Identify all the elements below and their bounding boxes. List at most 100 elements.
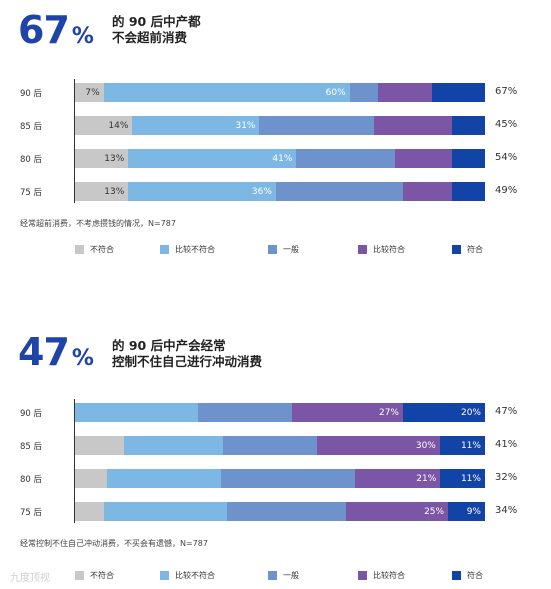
data-label: 30% — [415, 440, 436, 451]
legend-item: 比较不符合 — [160, 570, 215, 581]
data-label: 25% — [424, 506, 445, 517]
stacked-bar-row: 13% 36% — [75, 182, 485, 201]
legend-item: 比较不符合 — [160, 244, 215, 255]
headline-unit: % — [71, 346, 94, 371]
bar-segment: 13% — [75, 182, 129, 201]
data-label: 7% — [85, 87, 100, 98]
legend-label: 符合 — [467, 245, 483, 254]
headline-unit: % — [71, 24, 94, 49]
row-total-label: 47% — [495, 406, 518, 417]
data-label: 21% — [416, 473, 437, 484]
bar-segment: 9% — [448, 502, 485, 521]
data-label: 20% — [460, 407, 481, 418]
data-label: 27% — [378, 407, 399, 418]
stacked-bar-row: 13% 41% — [75, 149, 485, 168]
legend-item: 一般 — [268, 570, 299, 581]
legend-label: 符合 — [467, 571, 483, 580]
legend-swatch — [160, 245, 169, 254]
category-label: 75 后 — [20, 508, 43, 518]
row-total-label: 34% — [495, 505, 518, 516]
data-label: 11% — [460, 440, 481, 451]
row-total-label: 45% — [495, 119, 518, 130]
data-label: 60% — [325, 87, 346, 98]
stacked-bar-row: 30% 11% — [75, 436, 485, 455]
data-label: 9% — [466, 506, 481, 517]
legend-item: 不符合 — [75, 244, 114, 255]
chart-title-line-2: 不会超前消费 — [112, 30, 188, 45]
chart-note: 经常超前消费，不考虑攒钱的情况，N=787 — [20, 219, 176, 228]
bar-segment — [259, 116, 375, 135]
row-total-label: 67% — [495, 86, 518, 97]
watermark: 九度顶视 — [10, 573, 50, 584]
legend-label: 一般 — [283, 245, 299, 254]
stacked-bar-row: 27% 20% — [75, 403, 485, 422]
bar-segment — [394, 149, 453, 168]
bar-segment: 36% — [128, 182, 276, 201]
legend: 不符合 比较不符合 一般 比较符合 符合 — [75, 570, 515, 584]
bar-segment — [349, 83, 379, 102]
stacked-bar-row: 7% 60% — [75, 83, 485, 102]
bar-segment: 27% — [292, 403, 403, 422]
chart-title-line-1: 的 90 后中产会经常 — [112, 338, 226, 353]
bar-segment — [431, 83, 485, 102]
legend-label: 不符合 — [90, 245, 114, 254]
category-label: 75 后 — [20, 188, 43, 198]
legend-swatch — [160, 571, 169, 580]
bar-segment — [226, 502, 346, 521]
bar-segment: 25% — [345, 502, 449, 521]
bar-segment — [452, 116, 485, 135]
bar-segment — [103, 502, 227, 521]
headline-percentage: 47% — [18, 330, 94, 374]
chart-title: 的 90 后中产都 不会超前消费 — [112, 14, 201, 46]
bar-segment — [402, 182, 453, 201]
data-label: 11% — [460, 473, 481, 484]
bar-segment — [124, 436, 223, 455]
bar-segment — [378, 83, 432, 102]
y-axis-line — [74, 399, 75, 523]
headline-value: 67 — [18, 8, 70, 52]
stacked-bar-row: 21% 11% — [75, 469, 485, 488]
bar-segment: 20% — [402, 403, 485, 422]
bar-segment: 11% — [440, 469, 485, 488]
bar-segment: 30% — [316, 436, 440, 455]
stacked-bar-row: 25% 9% — [75, 502, 485, 521]
legend-item: 一般 — [268, 244, 299, 255]
legend-swatch — [452, 245, 461, 254]
bar-segment — [221, 469, 356, 488]
bar-segment — [75, 502, 104, 521]
bar-segment — [75, 436, 125, 455]
row-total-label: 41% — [495, 439, 518, 450]
legend-label: 不符合 — [90, 571, 114, 580]
bar-segment: 7% — [75, 83, 104, 102]
category-label: 85 后 — [20, 122, 43, 132]
chart-title-line-1: 的 90 后中产都 — [112, 14, 201, 29]
category-label: 90 后 — [20, 409, 43, 419]
legend-swatch — [358, 571, 367, 580]
legend-swatch — [358, 245, 367, 254]
bar-segment — [452, 182, 485, 201]
bar-segment — [107, 469, 222, 488]
bar-segment — [75, 403, 198, 422]
category-label: 80 后 — [20, 475, 43, 485]
bar-segment: 21% — [355, 469, 441, 488]
bar-segment: 11% — [439, 436, 485, 455]
data-label: 36% — [251, 186, 272, 197]
legend-label: 比较符合 — [373, 571, 405, 580]
bar-segment: 41% — [128, 149, 297, 168]
legend-label: 比较不符合 — [175, 571, 215, 580]
y-axis-line — [74, 79, 75, 203]
category-label: 80 后 — [20, 155, 43, 165]
bar-segment: 31% — [132, 116, 260, 135]
legend-swatch — [268, 245, 277, 254]
legend-label: 比较不符合 — [175, 245, 215, 254]
bar-segment: 14% — [75, 116, 133, 135]
row-total-label: 49% — [495, 185, 518, 196]
legend-label: 比较符合 — [373, 245, 405, 254]
bar-segment — [374, 116, 453, 135]
legend-swatch — [268, 571, 277, 580]
category-label: 90 后 — [20, 89, 43, 99]
row-total-label: 54% — [495, 152, 518, 163]
row-total-label: 32% — [495, 472, 518, 483]
data-label: 31% — [235, 120, 256, 131]
